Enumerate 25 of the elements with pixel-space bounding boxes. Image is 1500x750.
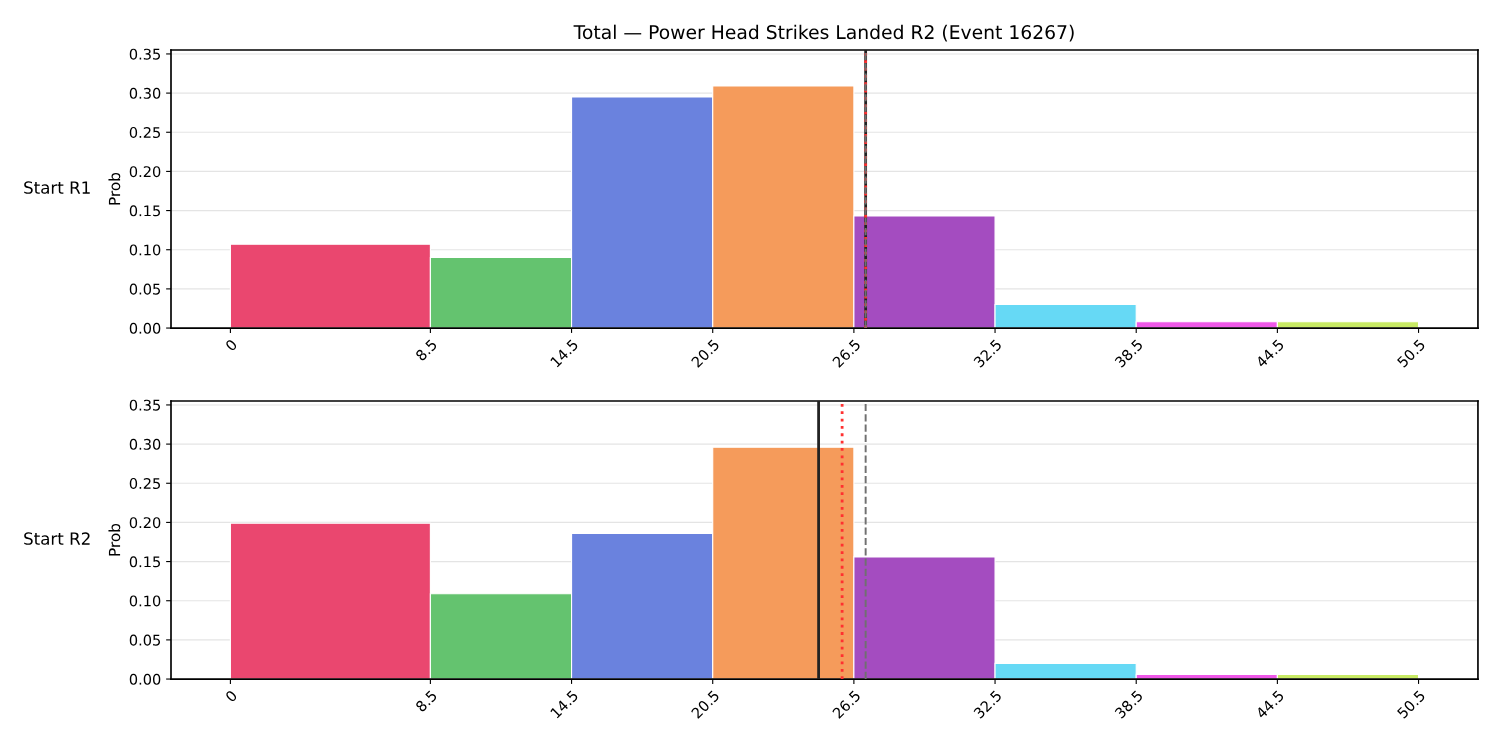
y-tick-label: 0.00 [129, 322, 161, 334]
y-tick-label: 0.15 [129, 205, 160, 217]
y-tick-label: 0.30 [129, 87, 161, 99]
text: Start R2 [24, 532, 90, 545]
y-tick-label: 0.35 [129, 48, 160, 60]
y-axis-title: Prob [108, 172, 121, 205]
y-tick-label: 0.20 [129, 166, 161, 178]
y-tick-label: 0.10 [129, 595, 161, 607]
x-tick-label: 0 [224, 689, 238, 703]
x-tick-label: 8.5 [414, 338, 438, 362]
y-tick-label: 0.25 [129, 126, 160, 139]
y-tick-label: 0.25 [129, 477, 160, 490]
y-tick-label: 0.20 [129, 517, 161, 529]
y-tick-label: 0.15 [129, 556, 160, 568]
y-axis-title: Prob [108, 523, 121, 556]
text: Start R1 [24, 181, 90, 194]
y-tick-label: 0.05 [129, 283, 160, 295]
y-tick-label: 0.10 [129, 244, 161, 256]
y-tick-label: 0.30 [129, 438, 161, 450]
x-tick-label: 8.5 [414, 689, 438, 713]
chart-title: Total — Power Head Strikes Landed R2 (Event 16267) [573, 24, 1074, 42]
y-tick-label: 0.00 [129, 673, 161, 685]
y-tick-label: 0.05 [129, 634, 160, 646]
x-tick-label: 0 [224, 338, 238, 352]
y-tick-label: 0.35 [129, 399, 160, 411]
